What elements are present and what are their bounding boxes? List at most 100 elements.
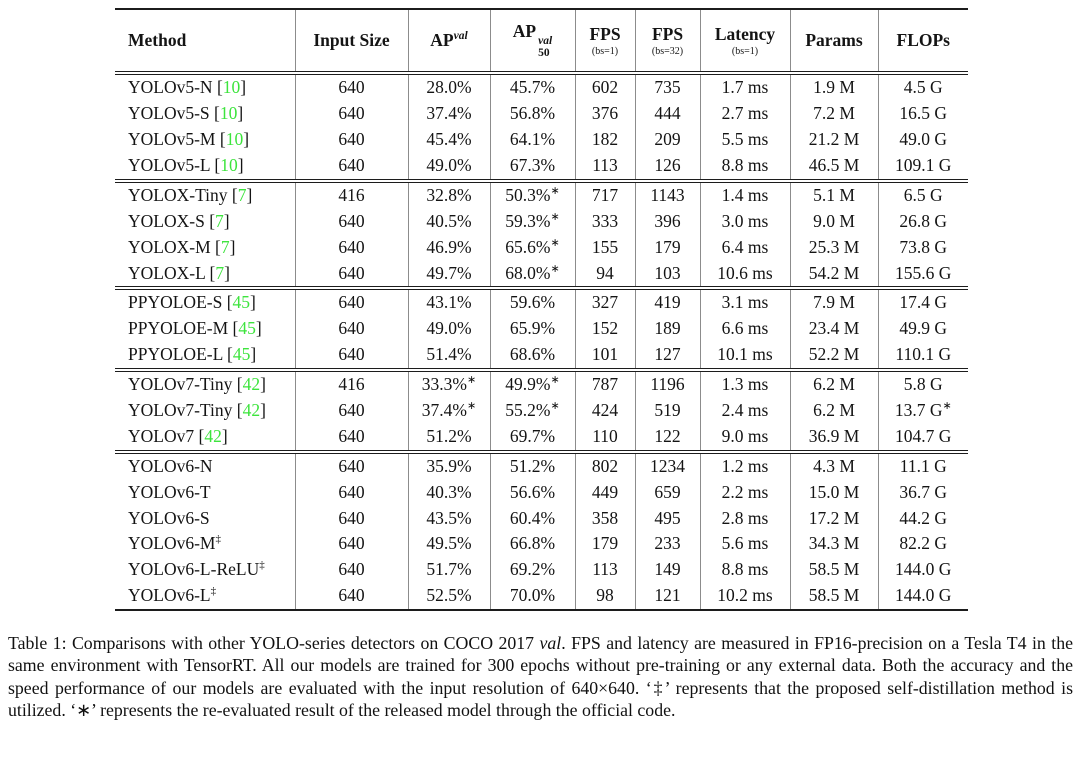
citation-link[interactable]: 7 [215,262,225,283]
value-cell: 6.6 ms [700,316,791,343]
value-cell: 4.3 M [790,451,879,480]
method-cell: YOLOv5-S [10] [115,101,296,127]
value-cell: 3.1 ms [700,288,791,317]
value-cell: 37.4% [408,101,491,127]
col-header-fps-bs32: FPS (bs=32) [635,9,701,74]
value-cell: 10.2 ms [700,583,791,610]
value-cell: 51.7% [408,557,491,584]
re-evaluated-marker: ∗ [550,236,560,249]
citation-link[interactable]: 10 [222,77,241,98]
value-cell: 640 [295,342,409,370]
method-cell: YOLOX-M [7] [115,234,296,261]
col-header-note: (bs=32) [651,45,684,57]
value-cell: 4.5 G [903,77,943,98]
value-cell: 6.2 M [790,369,879,398]
value-cell: 50.3%∗ [490,180,576,209]
value-cell: 49.9%∗ [490,369,576,398]
value-cell: 358 [575,505,636,532]
value-cell: 149 [635,557,701,584]
value-cell: 52.2 M [790,342,879,370]
re-evaluated-marker: ∗ [550,210,560,223]
value-cell: 11.1 G [899,455,947,476]
value-cell: 60.4% [490,505,576,532]
citation-link[interactable]: 45 [232,344,251,365]
value-cell: 46.5 M [790,152,879,181]
table-group-2: PPYOLOE-S [45] 640 43.1% 59.6% 327 419 3.1 ms 7… [115,288,968,370]
re-evaluated-marker: ∗ [550,400,560,413]
value-cell: 113 [575,152,636,181]
citation-link[interactable]: 45 [238,318,256,339]
value-cell: 17.2 M [790,505,879,532]
method-cell: YOLOv5-M [10] [115,126,296,153]
value-cell: 69.2% [490,557,576,584]
value-cell: 444 [635,101,701,127]
citation-link[interactable]: 10 [225,129,244,150]
citation-link[interactable]: 45 [232,292,251,313]
value-cell: 659 [635,479,701,506]
col-header-ap: APval [408,9,491,74]
method-cell: YOLOv6-T [115,479,296,506]
value-cell: 1234 [635,451,701,480]
method-cell: YOLOv7-Tiny [42] [115,369,296,398]
value-cell: 35.9% [408,451,491,480]
value-cell: 9.0 M [790,208,879,235]
method-cell: YOLOv7-Tiny [42] [115,397,296,424]
method-cell: YOLOv6-S [115,505,296,532]
re-evaluated-marker: ∗ [550,374,560,387]
value-cell: 640 [295,73,409,102]
value-cell: 6.2 M [790,397,879,424]
value-cell: 640 [295,479,409,506]
value-cell: 152 [575,316,636,343]
method-cell: PPYOLOE-L [45] [115,342,296,370]
citation-link[interactable]: 42 [242,400,261,420]
method-cell: YOLOX-S [7] [115,208,296,235]
col-header-params: Params [790,9,879,74]
value-cell: 58.5 M [790,557,879,584]
value-cell: 640 [295,423,409,452]
citation-link[interactable]: 7 [220,236,230,257]
re-evaluated-marker: ∗ [550,185,560,198]
value-cell: 640 [295,451,409,480]
col-header-note: (bs=1) [731,45,759,57]
value-cell: 602 [575,73,636,102]
citation-link[interactable]: 42 [204,425,222,446]
citation-link[interactable]: 10 [219,103,238,124]
value-cell: 104.7 G [895,425,952,446]
value-cell: 333 [575,208,636,235]
value-cell: 98 [575,583,636,610]
table-group-1: YOLOX-Tiny [7] 416 32.8% 50.3%∗ 717 1143 1.4 m… [115,180,968,289]
col-header-method: Method [115,9,296,74]
value-cell: 7.9 M [790,288,879,317]
value-cell: 110 [575,423,636,452]
value-cell: 49.5% [408,531,491,558]
table-row: YOLOv5-N [10] 640 28.0% 45.7% 602 735 1.7 ms 1.… [115,73,968,102]
value-cell: 44.2 G [899,507,948,528]
value-cell: 396 [635,208,701,235]
citation-link[interactable]: 10 [220,154,238,175]
value-cell: 1.2 ms [700,451,791,480]
table-header-row: Method Input Size APval AP val 50 FPS (bs=1) FPS… [115,9,968,74]
value-cell: 52.5% [408,583,491,610]
value-cell: 8.8 ms [700,152,791,181]
value-cell: 103 [635,260,701,289]
citation-link[interactable]: 7 [215,210,224,231]
method-cell: YOLOv6-L‡ [115,583,296,610]
table-row: YOLOv6-N 640 35.9% 51.2% 802 1234 1.2 ms 4.3 M 1… [115,451,968,480]
value-cell: 28.0% [408,73,491,102]
value-cell: 49.0 G [899,129,948,150]
value-cell: 26.8 G [899,210,948,231]
value-cell: 36.7 G [899,481,948,502]
citation-link[interactable]: 42 [242,374,261,395]
citation-link[interactable]: 7 [237,184,247,205]
col-header-latency-bs1: Latency (bs=1) [700,9,791,74]
table-row: YOLOv5-M [10] 640 45.4% 64.1% 182 209 5.5 ms 21… [115,126,968,153]
re-evaluated-marker: ∗ [942,400,952,413]
method-cell: YOLOv6-L-ReLU‡ [115,557,296,584]
caption-text: . FPS and latency are measured in FP16-p… [8,632,1073,721]
table-caption: Table 1: Comparisons with other YOLO-ser… [8,632,1073,722]
method-cell: YOLOv7 [42] [115,423,296,452]
value-cell: 32.8% [408,180,491,209]
value-cell: 8.8 ms [700,557,791,584]
value-cell: 9.0 ms [700,423,791,452]
